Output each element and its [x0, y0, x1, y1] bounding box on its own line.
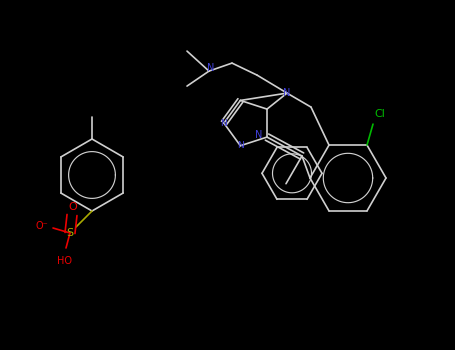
Text: N: N	[237, 141, 244, 150]
Text: N: N	[207, 63, 215, 73]
Text: N: N	[283, 88, 291, 98]
Text: Cl: Cl	[374, 109, 385, 119]
Text: N: N	[221, 119, 228, 128]
Text: HO: HO	[56, 256, 71, 266]
Text: S: S	[66, 228, 74, 238]
Text: O⁻: O⁻	[35, 221, 48, 231]
Text: O: O	[69, 202, 77, 212]
Text: N: N	[255, 130, 263, 140]
